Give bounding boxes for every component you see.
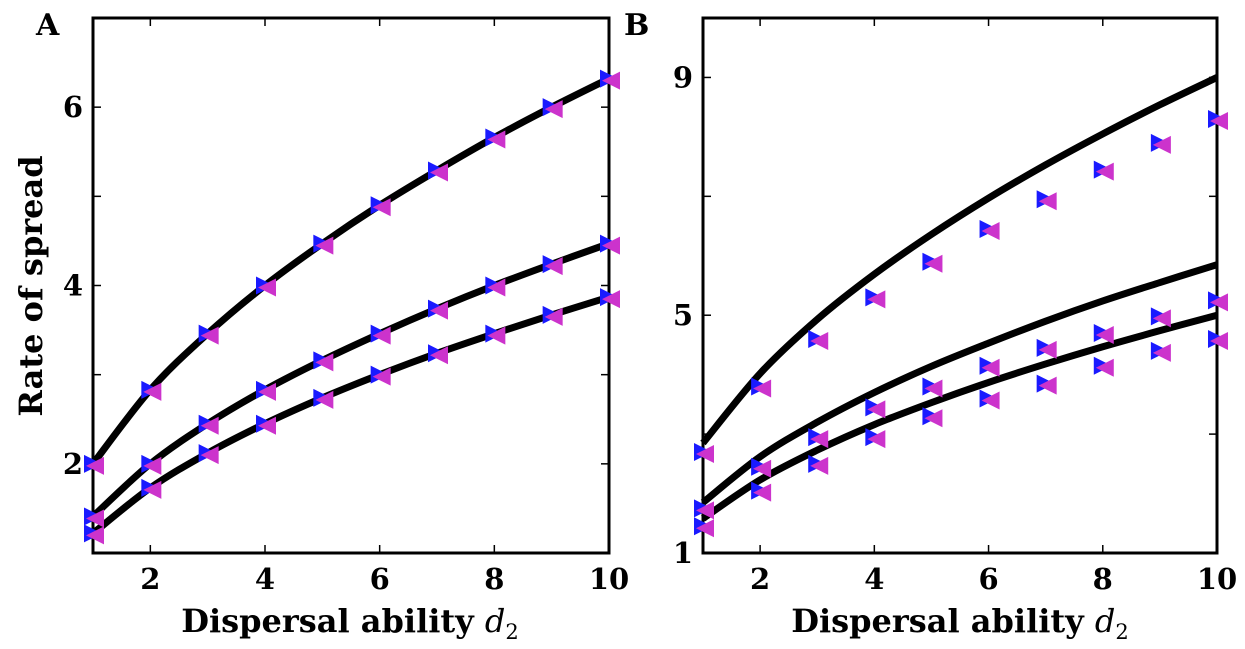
marker-triangle-left-a	[430, 301, 448, 320]
marker-triangle-left-b	[1152, 343, 1171, 362]
marker-triangle-left-a	[258, 278, 276, 297]
marker-triangle-left-b	[1095, 358, 1114, 377]
marker-triangle-left-b	[1210, 293, 1228, 312]
plot-frame-b	[701, 16, 1219, 555]
marker-triangle-left-b	[753, 459, 772, 478]
marker-triangle-left-a	[200, 326, 219, 345]
marker-triangle-left-a	[143, 382, 162, 401]
marker-triangle-left-a	[258, 416, 276, 435]
series-curve-a-3	[90, 293, 611, 537]
marker-triangle-left-a	[200, 416, 219, 435]
y-tick-label-a: 6	[63, 90, 83, 124]
marker-triangle-left-b	[810, 332, 829, 350]
panel-label-b: B	[624, 8, 649, 43]
y-tick-label-a: 4	[63, 269, 83, 303]
marker-triangle-left-b	[1038, 192, 1057, 211]
marker-triangle-left-b	[924, 379, 943, 398]
marker-triangle-left-a	[602, 71, 620, 90]
marker-triangle-left-a	[143, 480, 162, 499]
marker-triangle-left-b	[1095, 326, 1114, 345]
marker-triangle-left-a	[544, 257, 563, 276]
marker-triangle-left-a	[602, 236, 620, 255]
x-tick-label-a: 2	[140, 562, 160, 596]
x-tick-label-a: 8	[484, 562, 504, 596]
series-curve-a-2	[90, 240, 611, 520]
marker-triangle-left-b	[696, 501, 714, 520]
x-tick-label-b: 4	[864, 562, 884, 596]
marker-triangle-left-b	[696, 519, 714, 538]
marker-triangle-left-b	[981, 358, 1000, 377]
marker-triangle-left-a	[602, 290, 620, 309]
marker-triangle-left-b	[753, 483, 772, 502]
plot-area-a: 2 4 6 8 10 2 4 6	[63, 16, 629, 596]
marker-triangle-left-a	[544, 307, 563, 326]
x-axis-label-sub-a: 2	[505, 620, 518, 644]
plot-area-b: 2 4 6 8 10 1 5 9	[673, 16, 1237, 596]
marker-triangle-left-a	[315, 236, 334, 255]
x-tick-label-a: 10	[589, 562, 629, 596]
marker-triangle-left-b	[1152, 135, 1171, 154]
x-tick-label-b: 8	[1093, 562, 1113, 596]
panel-a: A Rate of spread 2 4 6 8 10 2 4 6 Dispersal abi…	[12, 8, 629, 644]
x-tick-label-a: 4	[255, 562, 275, 596]
marker-triangle-left-b	[981, 222, 1000, 241]
marker-triangle-left-a	[315, 353, 334, 372]
marker-triangle-left-a	[487, 130, 506, 149]
marker-triangle-left-a	[315, 390, 334, 409]
x-axis-label-sub-b: 2	[1115, 620, 1128, 644]
marker-triangle-left-a	[544, 100, 563, 119]
y-axis-label-a: Rate of spread	[12, 155, 50, 416]
marker-triangle-left-b	[867, 400, 886, 419]
marker-triangle-left-b	[867, 430, 886, 449]
marker-triangle-left-b	[1210, 332, 1228, 350]
marker-triangle-left-b	[1038, 376, 1057, 395]
series-curve-b-2	[700, 261, 1219, 506]
panel-label-a: A	[35, 8, 60, 43]
marker-triangle-left-a	[487, 278, 506, 297]
y-tick-label-b: 9	[673, 60, 693, 94]
marker-triangle-left-a	[86, 526, 104, 545]
marker-triangle-left-b	[753, 379, 772, 398]
marker-triangle-left-a	[143, 456, 162, 475]
marker-triangle-left-b	[1095, 162, 1114, 181]
marker-triangle-left-b	[810, 430, 829, 449]
marker-triangle-left-b	[1038, 340, 1057, 359]
series-curve-b-1	[700, 74, 1219, 446]
marker-triangle-left-b	[696, 444, 714, 463]
x-axis-label-b: Dispersal ability d2	[791, 602, 1129, 644]
y-tick-label-a: 2	[63, 447, 83, 481]
marker-triangle-left-a	[258, 382, 276, 401]
marker-triangle-left-b	[1210, 112, 1228, 131]
marker-triangle-left-a	[200, 446, 219, 465]
x-axis-label-var-b: d	[1095, 602, 1115, 640]
marker-triangle-left-a	[86, 456, 104, 475]
x-axis-label-var-a: d	[485, 602, 505, 640]
marker-triangle-left-a	[372, 367, 391, 386]
marker-triangle-left-a	[430, 346, 448, 365]
marker-triangle-left-a	[487, 326, 506, 345]
marker-triangle-left-a	[372, 326, 391, 345]
y-tick-label-b: 5	[673, 298, 693, 332]
marker-triangle-left-a	[372, 198, 391, 217]
marker-triangle-left-b	[924, 254, 943, 273]
marker-triangle-left-b	[981, 391, 1000, 410]
x-axis-label-text-b: Dispersal ability	[791, 602, 1085, 640]
marker-triangle-left-b	[924, 409, 943, 428]
series-curve-b-3	[701, 311, 1218, 522]
x-tick-label-b: 6	[978, 562, 998, 596]
marker-triangle-left-b	[1152, 309, 1171, 328]
marker-triangle-left-a	[86, 509, 104, 528]
marker-triangle-left-b	[810, 456, 829, 475]
x-axis-label-text-a: Dispersal ability	[181, 602, 475, 640]
marker-triangle-left-a	[430, 163, 448, 182]
x-tick-label-a: 6	[370, 562, 390, 596]
y-tick-label-b: 1	[673, 536, 693, 570]
marker-triangle-left-b	[867, 290, 886, 309]
x-tick-label-b: 2	[750, 562, 770, 596]
x-axis-label-a: Dispersal ability d2	[181, 602, 519, 644]
x-tick-label-b: 10	[1197, 562, 1237, 596]
series-curve-a-1	[90, 75, 611, 466]
